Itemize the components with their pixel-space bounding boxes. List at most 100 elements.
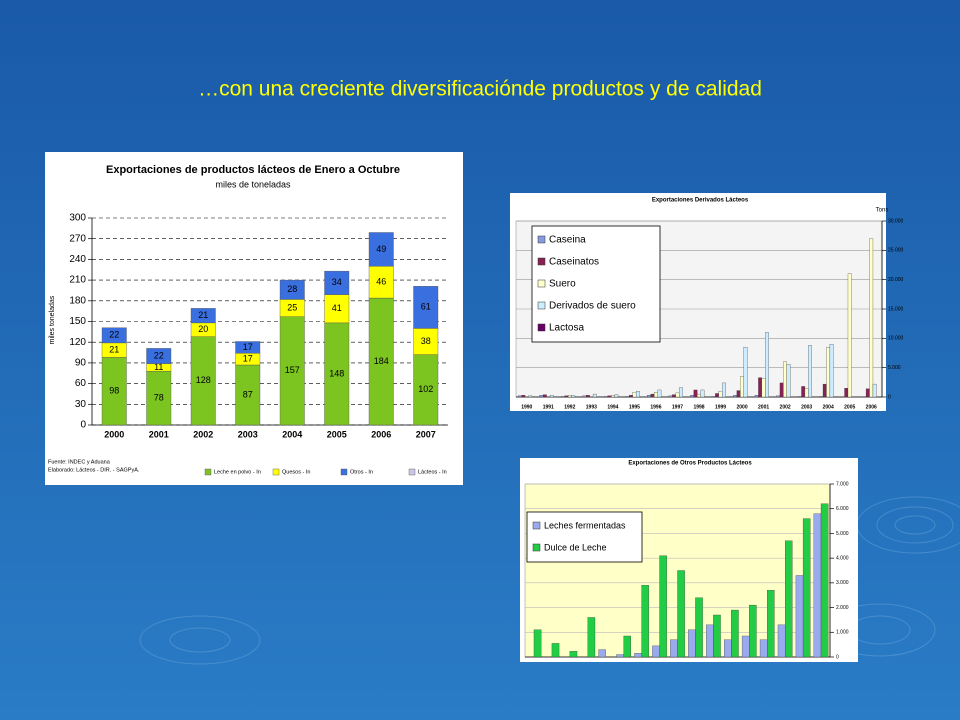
bar: [569, 651, 578, 658]
bar: [625, 396, 630, 398]
x-tick-label: 2001: [149, 429, 169, 439]
bar: [589, 396, 594, 398]
legend-label: Derivados de suero: [549, 301, 636, 312]
x-tick-label: 1990: [521, 404, 532, 410]
bar-segment: [190, 336, 216, 426]
y-tick-label: 3.000: [836, 580, 849, 586]
y-tick-label: 7.000: [836, 481, 849, 487]
bar-segment: [146, 370, 172, 426]
x-tick-label: 2002: [193, 429, 213, 439]
x-tick-label: 2003: [238, 429, 258, 439]
bar-segment: [324, 270, 350, 295]
data-label: 148: [329, 368, 344, 378]
bar: [722, 382, 726, 398]
x-tick-label: 1995: [629, 404, 640, 410]
legend-label: Caseina: [549, 235, 586, 246]
bar: [586, 395, 590, 398]
legend-swatch: [537, 235, 546, 244]
legend-swatch: [532, 543, 541, 552]
data-label: 61: [421, 302, 431, 312]
bar-segment: [413, 286, 439, 329]
legend-swatch: [537, 279, 546, 288]
bar: [679, 387, 683, 398]
bar: [659, 555, 667, 658]
bar-segment: [324, 294, 350, 324]
bar: [718, 390, 723, 398]
bar: [616, 654, 624, 658]
bar: [564, 395, 569, 398]
bar: [822, 383, 827, 398]
data-label: 157: [285, 365, 300, 375]
x-tick-label: 2005: [844, 404, 855, 410]
bar: [826, 346, 831, 398]
bar: [582, 395, 587, 398]
bar: [808, 345, 812, 398]
bar-segment: [413, 354, 439, 426]
bar: [641, 585, 649, 658]
bar: [819, 396, 824, 398]
bar: [872, 383, 877, 398]
bar: [623, 635, 632, 658]
bar: [551, 643, 560, 658]
x-tick-label: 1996: [650, 404, 661, 410]
bar: [804, 388, 809, 398]
legend-swatch: [204, 468, 212, 476]
y-axis-label: Tons: [876, 208, 889, 214]
bar: [761, 378, 766, 398]
bar: [749, 604, 757, 658]
y-tick-label: 5.000: [888, 365, 901, 371]
x-tick-label: 2000: [104, 429, 124, 439]
y-tick-label: 5.000: [836, 531, 849, 537]
y-tick-label: 240: [69, 254, 86, 265]
bar: [758, 377, 763, 398]
bar-segment: [324, 322, 350, 426]
bar: [542, 394, 547, 398]
legend-label: Suero: [549, 279, 576, 290]
bar-segment: [279, 316, 305, 426]
y-tick-label: 4.000: [836, 555, 849, 561]
y-tick-label: 90: [75, 358, 87, 369]
bar-segment: [368, 232, 394, 267]
data-label: 102: [418, 384, 433, 394]
bar: [592, 393, 597, 398]
bar: [675, 392, 680, 398]
x-tick-label: 2000: [736, 404, 747, 410]
legend-label: Lácteos - In: [418, 469, 447, 475]
bar: [614, 394, 619, 398]
data-label: 22: [109, 330, 119, 340]
legend-swatch: [340, 468, 348, 476]
bar: [668, 395, 673, 398]
bar: [604, 396, 608, 398]
bar: [700, 389, 705, 398]
bar: [706, 624, 714, 658]
bar: [844, 388, 849, 398]
legend-label: Caseinatos: [549, 257, 599, 268]
bar: [733, 395, 738, 398]
legend-swatch: [408, 468, 416, 476]
bar: [524, 396, 529, 398]
x-tick-label: 2007: [416, 429, 436, 439]
data-label: 78: [154, 392, 164, 402]
bar: [779, 382, 784, 398]
bar: [652, 645, 660, 658]
y-tick-label: 30.000: [888, 218, 904, 224]
bar: [759, 639, 768, 658]
bar: [713, 614, 721, 658]
data-label: 41: [332, 303, 342, 313]
bar: [561, 396, 565, 398]
x-tick-label: 1994: [607, 404, 618, 410]
bar: [776, 395, 781, 398]
bar-segment: [101, 357, 127, 426]
data-label: 38: [421, 336, 431, 346]
bar: [647, 395, 651, 398]
bar: [783, 361, 787, 398]
bar: [611, 395, 615, 398]
data-label: 11: [154, 362, 163, 372]
bar: [765, 332, 769, 398]
bar: [777, 624, 786, 658]
y-tick-label: 1.000: [836, 630, 849, 636]
bar: [629, 395, 633, 398]
y-tick-label: 2.000: [836, 605, 849, 611]
data-label: 17: [243, 353, 253, 363]
